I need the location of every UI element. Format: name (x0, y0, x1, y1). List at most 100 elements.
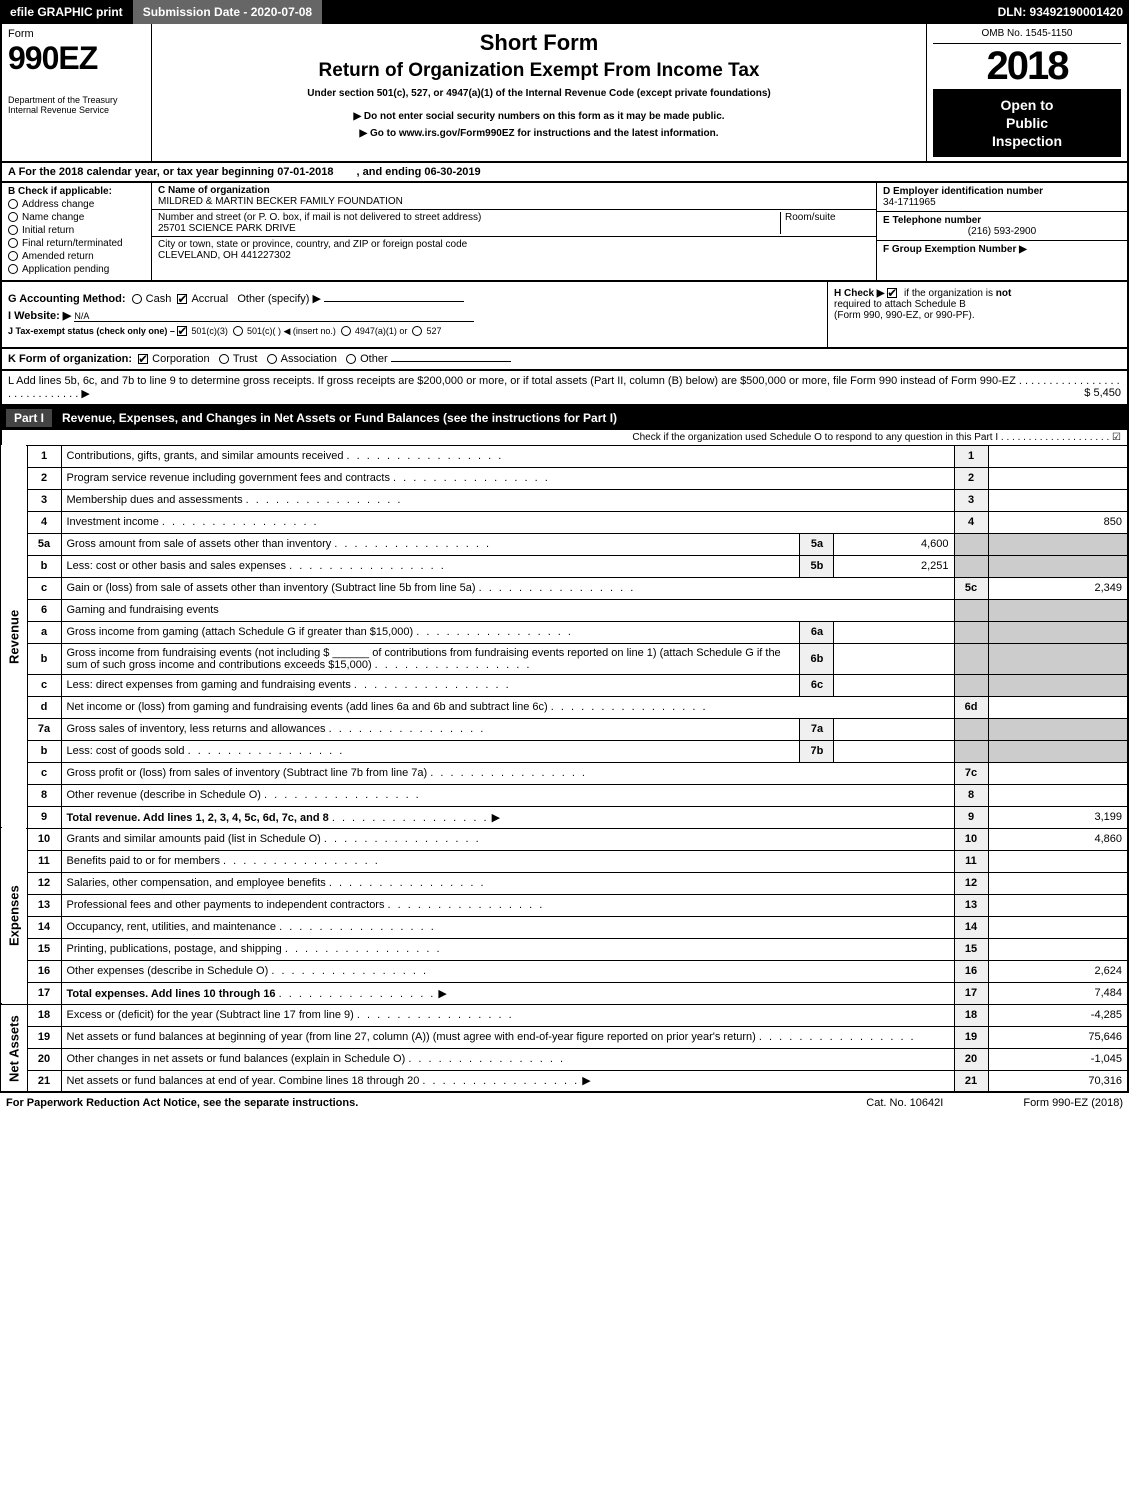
line-result-num: 17 (954, 982, 988, 1004)
line-result-num: 6d (954, 696, 988, 718)
h-label: H Check ▶ (834, 288, 884, 299)
line-result-value: -1,045 (988, 1048, 1128, 1070)
top-bar: efile GRAPHIC print Submission Date - 20… (0, 0, 1129, 24)
sub-line-value: 4,600 (834, 533, 954, 555)
table-row: 4Investment income 4850 (1, 511, 1128, 533)
line-result-value (988, 696, 1128, 718)
line-number: 4 (27, 511, 61, 533)
sub-line-label: 5b (800, 555, 834, 577)
ssn-warning: ▶ Do not enter social security numbers o… (158, 111, 920, 122)
chk-name-change[interactable]: Name change (8, 212, 145, 223)
k-other-input[interactable] (391, 361, 511, 362)
l-amount: $ 5,450 (1084, 387, 1121, 399)
line-result-value (988, 762, 1128, 784)
line-result-val-shaded (988, 643, 1128, 674)
line-result-num: 12 (954, 872, 988, 894)
line-number: b (27, 643, 61, 674)
open-line1: Open to (1001, 97, 1054, 113)
j-501c3-check[interactable] (177, 326, 187, 336)
open-to-public: Open to Public Inspection (933, 90, 1121, 157)
line-result-value (988, 489, 1128, 511)
g-other-input[interactable] (324, 301, 464, 302)
chk-application-pending-label: Application pending (22, 264, 109, 275)
goto-link[interactable]: ▶ Go to www.irs.gov/Form990EZ for instru… (158, 128, 920, 139)
k-trust-radio[interactable] (219, 354, 229, 364)
line-result-val-shaded (988, 599, 1128, 621)
line-description: Grants and similar amounts paid (list in… (61, 828, 954, 850)
line-description: Total expenses. Add lines 10 through 16 … (61, 982, 954, 1004)
line-number: 12 (27, 872, 61, 894)
col-b-header: B Check if applicable: (8, 186, 145, 197)
chk-amended-return[interactable]: Amended return (8, 251, 145, 262)
sub-line-value (834, 740, 954, 762)
chk-amended-return-label: Amended return (22, 251, 94, 262)
line-description: Occupancy, rent, utilities, and maintena… (61, 916, 954, 938)
h-txt2: required to attach Schedule B (834, 299, 966, 310)
line-result-value: 850 (988, 511, 1128, 533)
table-row: 15Printing, publications, postage, and s… (1, 938, 1128, 960)
tax-year: 2018 (933, 44, 1121, 90)
line-result-val-shaded (988, 621, 1128, 643)
line-description: Gaming and fundraising events (61, 599, 954, 621)
j-4947-radio[interactable] (341, 326, 351, 336)
chk-application-pending[interactable]: Application pending (8, 264, 145, 275)
g-cash-radio[interactable] (132, 294, 142, 304)
col-c-org-info: C Name of organization MILDRED & MARTIN … (152, 183, 877, 280)
table-row: 8Other revenue (describe in Schedule O) … (1, 784, 1128, 806)
table-row: cGain or (loss) from sale of assets othe… (1, 577, 1128, 599)
k-corp-check[interactable] (138, 354, 148, 364)
j-527-label: 527 (426, 326, 441, 336)
k-other-radio[interactable] (346, 354, 356, 364)
j-527-radio[interactable] (412, 326, 422, 336)
h-checkbox[interactable] (887, 288, 897, 298)
line-result-num: 15 (954, 938, 988, 960)
chk-initial-return[interactable]: Initial return (8, 225, 145, 236)
line-number: 2 (27, 467, 61, 489)
chk-final-return[interactable]: Final return/terminated (8, 238, 145, 249)
g-label: G Accounting Method: (8, 293, 126, 305)
sub-line-label: 6c (800, 674, 834, 696)
table-row: cLess: direct expenses from gaming and f… (1, 674, 1128, 696)
j-501c-radio[interactable] (233, 326, 243, 336)
table-row: bGross income from fundraising events (n… (1, 643, 1128, 674)
line-number: 13 (27, 894, 61, 916)
line-result-num: 21 (954, 1070, 988, 1092)
line-result-num-shaded (954, 674, 988, 696)
line-result-val-shaded (988, 533, 1128, 555)
sub-line-label: 5a (800, 533, 834, 555)
k-assoc-radio[interactable] (267, 354, 277, 364)
line-description: Printing, publications, postage, and shi… (61, 938, 954, 960)
j-4947-label: 4947(a)(1) or (355, 326, 408, 336)
line-description: Gross profit or (loss) from sales of inv… (61, 762, 954, 784)
ending-label: , and ending (357, 166, 422, 178)
line-j: J Tax-exempt status (check only one) – 5… (8, 326, 821, 337)
line-description: Gross amount from sale of assets other t… (61, 533, 800, 555)
k-trust-label: Trust (233, 353, 258, 365)
line-description: Total revenue. Add lines 1, 2, 3, 4, 5c,… (61, 806, 954, 828)
line-result-num-shaded (954, 555, 988, 577)
row-a-tax-year: A For the 2018 calendar year, or tax yea… (0, 163, 1129, 183)
submission-date-button[interactable]: Submission Date - 2020-07-08 (133, 0, 322, 24)
g-accrual-check[interactable] (177, 294, 187, 304)
line-description: Salaries, other compensation, and employ… (61, 872, 954, 894)
chk-address-change[interactable]: Address change (8, 199, 145, 210)
line-number: b (27, 555, 61, 577)
line-description: Contributions, gifts, grants, and simila… (61, 445, 954, 467)
tax-year-begin: 07-01-2018 (277, 166, 333, 178)
open-line3: Inspection (992, 133, 1062, 149)
efile-print-button[interactable]: efile GRAPHIC print (0, 0, 133, 24)
h-not: not (996, 288, 1012, 299)
line-result-num-shaded (954, 740, 988, 762)
table-row: 20Other changes in net assets or fund ba… (1, 1048, 1128, 1070)
table-row: Net Assets18Excess or (deficit) for the … (1, 1004, 1128, 1026)
table-row: dNet income or (loss) from gaming and fu… (1, 696, 1128, 718)
line-result-num: 1 (954, 445, 988, 467)
line-result-num: 11 (954, 850, 988, 872)
line-result-value: 7,484 (988, 982, 1128, 1004)
line-result-num: 3 (954, 489, 988, 511)
sub-line-label: 6b (800, 643, 834, 674)
table-row: 7aGross sales of inventory, less returns… (1, 718, 1128, 740)
line-description: Net assets or fund balances at end of ye… (61, 1070, 954, 1092)
page-footer: For Paperwork Reduction Act Notice, see … (0, 1093, 1129, 1113)
table-row: 3Membership dues and assessments 3 (1, 489, 1128, 511)
